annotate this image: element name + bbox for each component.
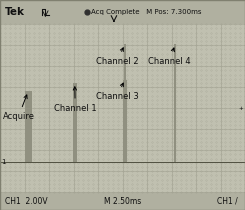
Bar <box>124 44 126 162</box>
Bar <box>174 44 176 162</box>
Bar <box>0 192 245 210</box>
Bar <box>123 80 127 162</box>
Text: Tek: Tek <box>4 7 24 17</box>
Text: Channel 1: Channel 1 <box>54 87 97 113</box>
Text: M 2.50ms: M 2.50ms <box>104 197 141 206</box>
Text: Acq Complete   M Pos: 7.300ms: Acq Complete M Pos: 7.300ms <box>91 9 201 15</box>
Bar <box>25 91 32 162</box>
Text: 1: 1 <box>1 159 6 165</box>
Bar <box>0 24 245 192</box>
Bar <box>0 0 245 24</box>
Text: CH1  2.00V: CH1 2.00V <box>5 197 48 206</box>
Text: Channel 2: Channel 2 <box>96 48 138 66</box>
Text: +: + <box>239 106 243 111</box>
Text: Acquire: Acquire <box>2 95 35 121</box>
Text: CH1 /: CH1 / <box>217 197 238 206</box>
Text: Channel 4: Channel 4 <box>148 48 191 66</box>
Bar <box>73 83 76 162</box>
Text: Channel 3: Channel 3 <box>96 83 138 101</box>
